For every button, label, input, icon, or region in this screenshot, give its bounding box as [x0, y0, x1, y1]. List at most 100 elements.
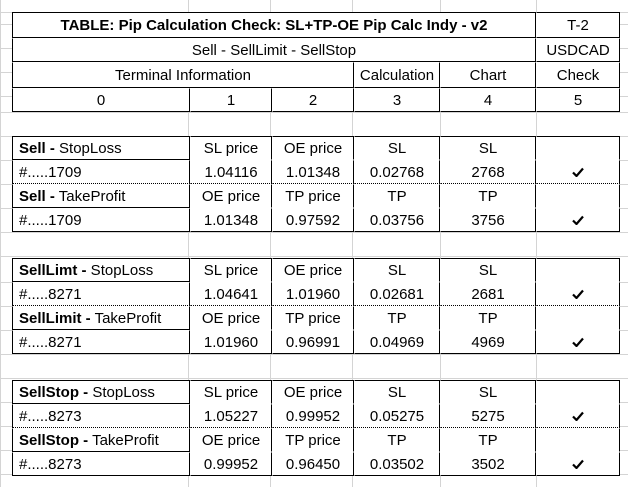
value-cell: 2681 [440, 282, 536, 306]
check-mark-icon [572, 457, 584, 472]
column-label: TP [440, 184, 536, 208]
check-mark-icon [572, 287, 584, 302]
value-cell: 0.99952 [190, 452, 272, 476]
column-label: TP [354, 306, 440, 330]
check-header-blank [536, 428, 620, 452]
column-label: TP price [272, 306, 354, 330]
check-mark-icon [572, 335, 584, 350]
row-label: SellStop - TakeProfit [12, 428, 190, 452]
row-label-type: SellStop - [19, 383, 89, 401]
column-label: TP price [272, 184, 354, 208]
check-header-blank [536, 306, 620, 330]
column-label: TP [354, 428, 440, 452]
check-mark-icon [572, 213, 584, 228]
row-label: Sell - TakeProfit [12, 184, 190, 208]
value-cell: 0.96991 [272, 330, 354, 354]
column-label: OE price [190, 306, 272, 330]
column-label: SL [440, 136, 536, 160]
value-cell: 0.03502 [354, 452, 440, 476]
value-cell: 1.05227 [190, 404, 272, 428]
check-header-blank [536, 184, 620, 208]
value-cell: 1.01960 [272, 282, 354, 306]
value-cell: 0.97592 [272, 208, 354, 232]
check-cell [536, 330, 620, 354]
table-tag: T-2 [536, 12, 620, 38]
check-header-blank [536, 258, 620, 282]
row-label-kind: TakeProfit [88, 431, 159, 449]
column-label: SL price [190, 258, 272, 282]
column-label: SL [354, 258, 440, 282]
value-cell: 0.02768 [354, 160, 440, 184]
column-label: SL [354, 136, 440, 160]
row-label: Sell - StopLoss [12, 136, 190, 160]
value-cell: 3502 [440, 452, 536, 476]
check-mark-icon [572, 409, 584, 424]
ticket-number: #.....8273 [12, 452, 190, 476]
value-cell: 5275 [440, 404, 536, 428]
column-label: OE price [190, 428, 272, 452]
column-label: SL price [190, 380, 272, 404]
column-label: TP [440, 306, 536, 330]
check-header: Check [536, 62, 620, 88]
row-label-kind: StopLoss [54, 139, 122, 157]
column-label: SL price [190, 136, 272, 160]
table-subtitle: Sell - SellLimit - SellStop [12, 38, 536, 62]
row-label-type: SellLimt - [19, 261, 87, 279]
value-cell: 2768 [440, 160, 536, 184]
value-cell: 4969 [440, 330, 536, 354]
row-label-kind: StopLoss [88, 383, 155, 401]
column-label: TP [440, 428, 536, 452]
value-cell: 0.02681 [354, 282, 440, 306]
ticket-number: #.....1709 [12, 160, 190, 184]
column-number: 4 [440, 88, 536, 112]
value-cell: 1.01960 [190, 330, 272, 354]
check-header-blank [536, 380, 620, 404]
table-title: TABLE: Pip Calculation Check: SL+TP-OE P… [12, 12, 536, 38]
check-mark-icon [572, 165, 584, 180]
check-cell [536, 282, 620, 306]
row-label-kind: TakeProfit [54, 187, 126, 205]
column-label: TP [354, 184, 440, 208]
row-label-type: SellLimit - [19, 309, 91, 327]
row-label-kind: TakeProfit [90, 309, 162, 327]
terminal-info-header: Terminal Information [12, 62, 354, 88]
column-number: 3 [354, 88, 440, 112]
ticket-number: #.....8271 [12, 282, 190, 306]
value-cell: 0.03756 [354, 208, 440, 232]
column-number: 1 [190, 88, 272, 112]
row-label-type: Sell - [19, 139, 55, 157]
value-cell: 1.04116 [190, 160, 272, 184]
column-number: 5 [536, 88, 620, 112]
row-label-type: Sell - [19, 187, 55, 205]
value-cell: 3756 [440, 208, 536, 232]
column-number: 0 [12, 88, 190, 112]
column-label: TP price [272, 428, 354, 452]
value-cell: 1.04641 [190, 282, 272, 306]
column-label: OE price [272, 380, 354, 404]
column-number: 2 [272, 88, 354, 112]
ticket-number: #.....1709 [12, 208, 190, 232]
value-cell: 0.05275 [354, 404, 440, 428]
symbol-label: USDCAD [536, 38, 620, 62]
column-label: SL [440, 380, 536, 404]
row-label: SellLimit - TakeProfit [12, 306, 190, 330]
column-label: OE price [190, 184, 272, 208]
check-cell [536, 208, 620, 232]
column-label: SL [354, 380, 440, 404]
row-label-type: SellStop - [19, 431, 89, 449]
value-cell: 0.04969 [354, 330, 440, 354]
column-label: OE price [272, 136, 354, 160]
value-cell: 0.99952 [272, 404, 354, 428]
chart-header: Chart [440, 62, 536, 88]
ticket-number: #.....8273 [12, 404, 190, 428]
check-cell [536, 404, 620, 428]
calculation-header: Calculation [354, 62, 440, 88]
row-label: SellStop - StopLoss [12, 380, 190, 404]
ticket-number: #.....8271 [12, 330, 190, 354]
check-cell [536, 452, 620, 476]
row-label-kind: StopLoss [86, 261, 154, 279]
column-label: OE price [272, 258, 354, 282]
value-cell: 0.96450 [272, 452, 354, 476]
value-cell: 1.01348 [190, 208, 272, 232]
